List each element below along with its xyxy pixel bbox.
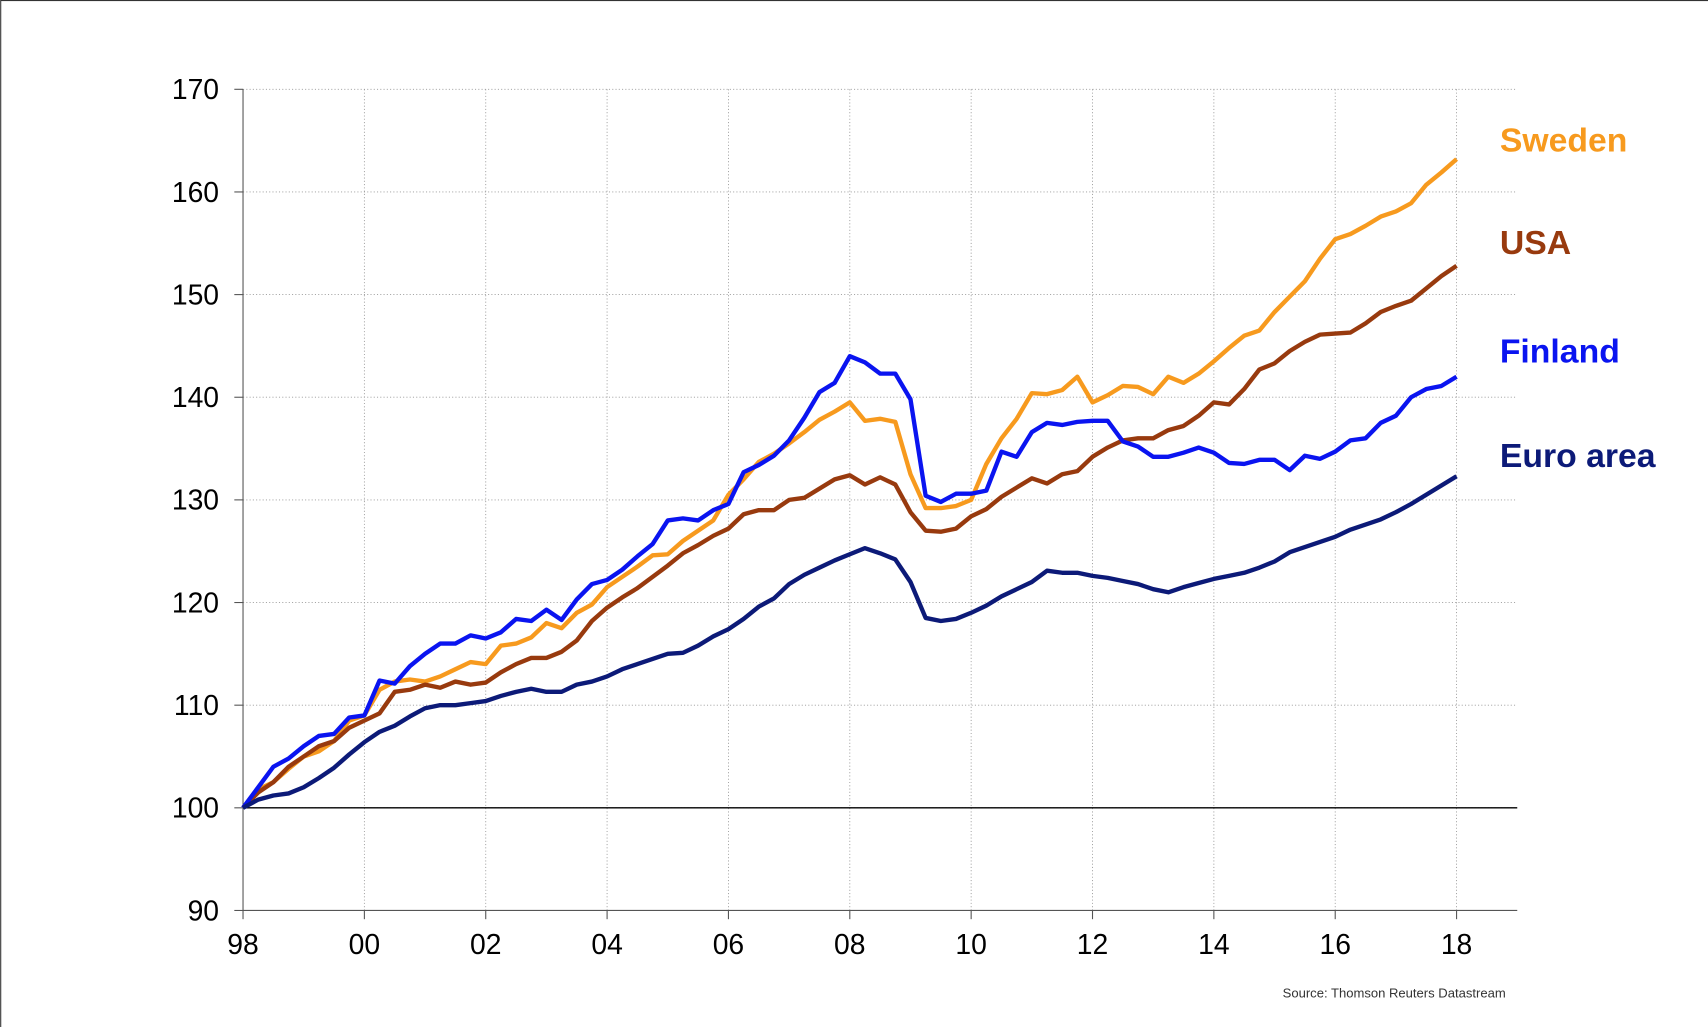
x-tick-label: 00 — [349, 928, 380, 960]
legend-label: USA — [1500, 224, 1571, 262]
y-tick-label: 120 — [172, 586, 219, 618]
y-tick-label: 170 — [172, 73, 219, 105]
series-line — [241, 354, 1458, 810]
source-note: Source: Thomson Reuters Datastream — [1283, 986, 1506, 1001]
x-tick-label: 14 — [1198, 928, 1229, 960]
x-tick-label: 16 — [1319, 928, 1350, 960]
y-tick-label: 140 — [172, 381, 219, 413]
series-line — [241, 474, 1458, 810]
y-tick-label: 150 — [172, 278, 219, 310]
series-line — [241, 157, 1459, 810]
x-tick-label: 08 — [834, 928, 865, 960]
x-tick-label: 10 — [955, 928, 986, 960]
x-tick-label: 98 — [227, 928, 258, 960]
y-tick-label: 100 — [172, 792, 219, 824]
legend-label: Finland — [1500, 333, 1620, 371]
y-tick-label: 110 — [174, 689, 219, 721]
legend-label: Sweden — [1500, 121, 1628, 159]
x-tick-label: 12 — [1077, 928, 1108, 960]
y-tick-label: 90 — [188, 894, 219, 926]
x-tick-label: 04 — [591, 928, 622, 960]
y-tick-label: 160 — [172, 176, 219, 208]
x-tick-label: 18 — [1441, 928, 1472, 960]
x-tick-label: 06 — [713, 928, 744, 960]
x-tick-label: 02 — [470, 928, 501, 960]
legend-label: Euro area — [1500, 437, 1656, 475]
y-tick-label: 130 — [172, 484, 219, 516]
series-line — [241, 264, 1458, 810]
